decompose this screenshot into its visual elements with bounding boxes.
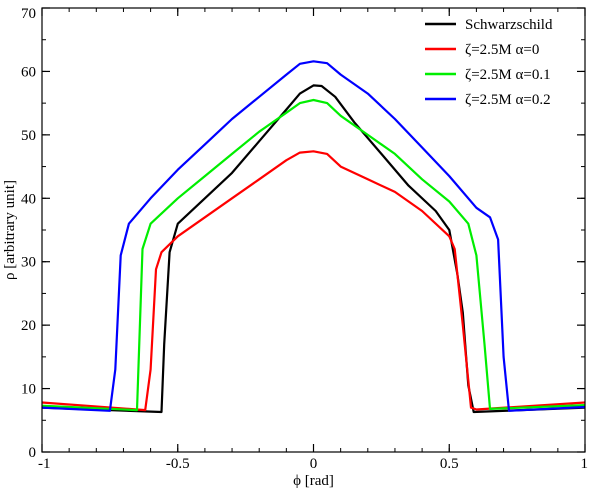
y-tick-label: 50: [21, 128, 36, 144]
y-tick-label: 10: [21, 382, 36, 398]
y-tick-label: 0: [29, 445, 37, 461]
x-tick-label: 1: [581, 456, 589, 472]
x-axis-title: ϕ [rad]: [293, 473, 334, 489]
series-layer: [42, 60, 585, 414]
x-tick-label: -0.5: [166, 456, 190, 472]
x-tick-label: 0: [310, 456, 318, 472]
series-line-1: [42, 150, 585, 412]
y-tick-label: 60: [21, 64, 36, 80]
y-axis-title: ρ [arbitrary unit]: [2, 180, 18, 280]
series-line-3: [42, 60, 585, 412]
x-tick-label: 0.5: [440, 456, 459, 472]
legend-label-0: Schwarzschild: [465, 17, 553, 33]
y-tick-label: 20: [21, 318, 36, 334]
legend: Schwarzschild ζ=2.5M α=0 ζ=2.5M α=0.1 ζ=2.5…: [425, 17, 553, 108]
legend-label-2: ζ=2.5M α=0.1: [465, 67, 551, 83]
x-tick-label: -1: [38, 456, 51, 472]
y-tick-label: 70: [21, 6, 36, 22]
y-tick-label: 30: [21, 255, 36, 271]
legend-label-3: ζ=2.5M α=0.2: [465, 92, 551, 108]
y-tick-label: 40: [21, 191, 36, 207]
legend-label-1: ζ=2.5M α=0: [465, 42, 539, 58]
series-line-2: [42, 98, 585, 412]
